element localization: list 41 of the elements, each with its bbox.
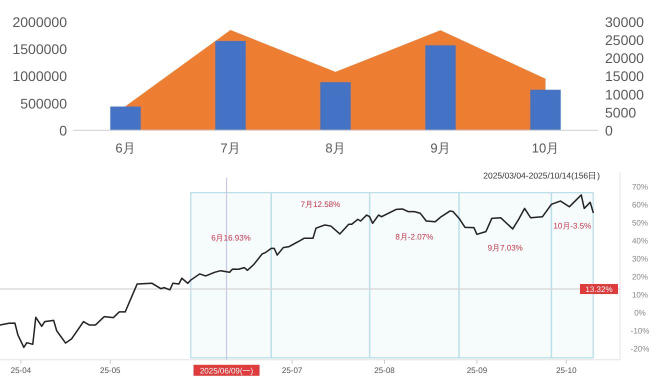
ref-line-label: 2025/06/09(一) <box>200 366 254 376</box>
x-tick-label: 25-07 <box>282 366 303 375</box>
y2-tick-label: 25000 <box>605 32 644 48</box>
y-tick-label: -20% <box>630 344 650 354</box>
y-tick-label: 60% <box>632 200 648 210</box>
y-tick-label: 0 <box>59 122 68 138</box>
x-tick-label: 9月 <box>430 140 451 156</box>
x-tick-label: 25-08 <box>374 366 396 375</box>
y-tick-label: 500000 <box>20 95 68 112</box>
x-tick-label: 8月 <box>325 140 346 156</box>
y2-tick-label: 15000 <box>605 68 644 84</box>
y-tick-label: 1000000 <box>12 68 68 84</box>
y-tick-label: 0% <box>634 308 646 318</box>
band-label: 8月-2.07% <box>395 232 434 242</box>
y-tick-label: 30% <box>632 254 648 264</box>
y-tick-label: 70% <box>632 182 648 192</box>
y-tick-label: 50% <box>632 218 648 228</box>
band-label: 7月12.58% <box>300 200 340 210</box>
y-tick-label: 40% <box>632 236 648 246</box>
y2-tick-label: 20000 <box>605 50 644 66</box>
y2-tick-label: 0 <box>605 122 613 138</box>
x-tick-label: 25-05 <box>100 366 122 375</box>
y-tick-label: -10% <box>630 326 650 336</box>
x-tick-label: 7月 <box>220 140 241 156</box>
ref-line-label: 13.32% <box>585 285 613 294</box>
y2-tick-label: 5000 <box>605 104 636 120</box>
x-tick-label: 6月 <box>115 140 136 156</box>
y2-tick-label: 10000 <box>605 86 644 102</box>
chart-title: 2025/03/04-2025/10/14(156日) <box>483 170 600 181</box>
y-tick-label: 2000000 <box>12 14 68 30</box>
x-tick-label: 25-04 <box>10 366 32 375</box>
x-tick-label: 25-09 <box>466 366 488 375</box>
x-tick-label: 10月 <box>532 140 560 156</box>
band-label: 10月-3.5% <box>553 221 592 230</box>
band-label: 6月16.93% <box>211 233 251 242</box>
y2-tick-label: 30000 <box>605 14 644 30</box>
x-tick-label: 25-10 <box>556 366 578 375</box>
y-tick-label: 1500000 <box>12 41 68 58</box>
y-tick-label: 20% <box>632 272 648 282</box>
band-label: 9月7.03% <box>488 243 523 252</box>
y-tick-label: 10% <box>632 290 648 300</box>
